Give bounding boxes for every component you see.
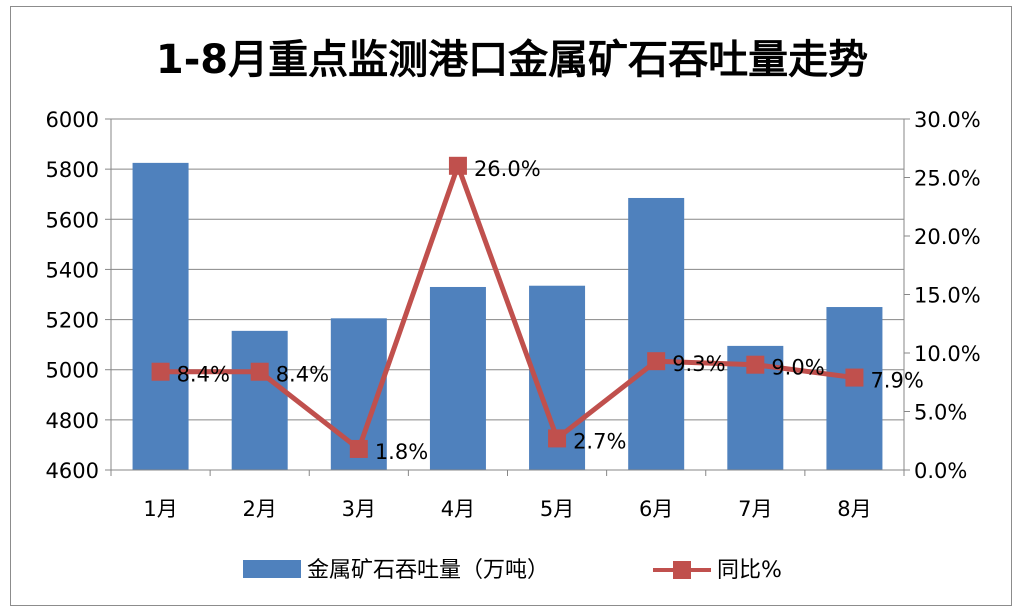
legend-label-bars: 金属矿石吞吐量（万吨） — [307, 558, 549, 583]
legend: 金属矿石吞吐量（万吨） 同比% — [243, 558, 782, 583]
data-label: 9.0% — [771, 356, 824, 380]
left-tick-label: 6000 — [46, 108, 99, 132]
bar — [231, 330, 288, 470]
left-tick-label: 5000 — [46, 359, 99, 383]
data-label: 7.9% — [870, 369, 923, 393]
legend-marker-yoy — [673, 561, 691, 579]
data-label: 26.0% — [474, 157, 541, 181]
chart-frame: 1-8月重点监测港口金属矿石吞吐量走势 4600 4800 5000 5200 5400… — [10, 6, 1012, 606]
data-label: 1.8% — [375, 440, 428, 464]
yoy-line — [160, 163, 855, 452]
yoy-marker — [746, 355, 765, 374]
data-labels: 8.4% 8.4% 1.8% 26.0% 2.7% 9.3% 9.0% 7.9% — [177, 157, 924, 464]
x-tick-label: 2月 — [243, 497, 277, 521]
x-tick-label: 8月 — [837, 497, 871, 521]
data-label: 8.4% — [276, 363, 329, 387]
yoy-marker — [448, 156, 467, 175]
x-tick-label: 4月 — [441, 497, 475, 521]
legend-swatch-bars — [243, 560, 301, 578]
x-tick-label: 1月 — [143, 497, 177, 521]
bar-series — [132, 162, 883, 470]
legend-label-yoy: 同比% — [717, 558, 782, 583]
left-tick-label: 5400 — [46, 258, 99, 282]
yoy-marker — [151, 362, 170, 381]
x-tick-label: 3月 — [342, 497, 376, 521]
left-tick-label: 5200 — [46, 309, 99, 333]
bar — [132, 162, 189, 470]
bar — [429, 286, 486, 470]
yoy-marker — [548, 429, 567, 448]
yoy-marker — [845, 368, 864, 387]
right-tick-label: 20.0% — [914, 225, 981, 249]
yoy-marker — [349, 439, 368, 458]
right-tick-label: 0.0% — [914, 459, 967, 483]
data-label: 8.4% — [177, 363, 230, 387]
left-tick-label: 5800 — [46, 158, 99, 182]
right-tick-label: 15.0% — [914, 284, 981, 308]
axes: 4600 4800 5000 5200 5400 5600 5800 6000 0.0% 5.0%… — [46, 108, 981, 521]
right-tick-label: 30.0% — [914, 108, 981, 132]
x-tick-label: 5月 — [540, 497, 574, 521]
left-tick-label: 4600 — [46, 459, 99, 483]
combo-chart: 1-8月重点监测港口金属矿石吞吐量走势 4600 4800 5000 5200 5400… — [46, 37, 981, 583]
right-tick-label: 10.0% — [914, 342, 981, 366]
line-series — [151, 156, 864, 458]
left-tick-label: 4800 — [46, 409, 99, 433]
bar — [628, 197, 685, 470]
data-label: 2.7% — [573, 429, 626, 453]
x-tick-label: 6月 — [639, 497, 673, 521]
yoy-marker — [250, 362, 269, 381]
yoy-marker — [647, 352, 666, 371]
chart-title: 1-8月重点监测港口金属矿石吞吐量走势 — [156, 37, 868, 83]
right-tick-label: 25.0% — [914, 167, 981, 191]
data-label: 9.3% — [672, 352, 725, 376]
x-tick-label: 7月 — [738, 497, 772, 521]
bar — [826, 307, 883, 470]
left-tick-label: 5600 — [46, 208, 99, 232]
right-tick-label: 5.0% — [914, 401, 967, 425]
